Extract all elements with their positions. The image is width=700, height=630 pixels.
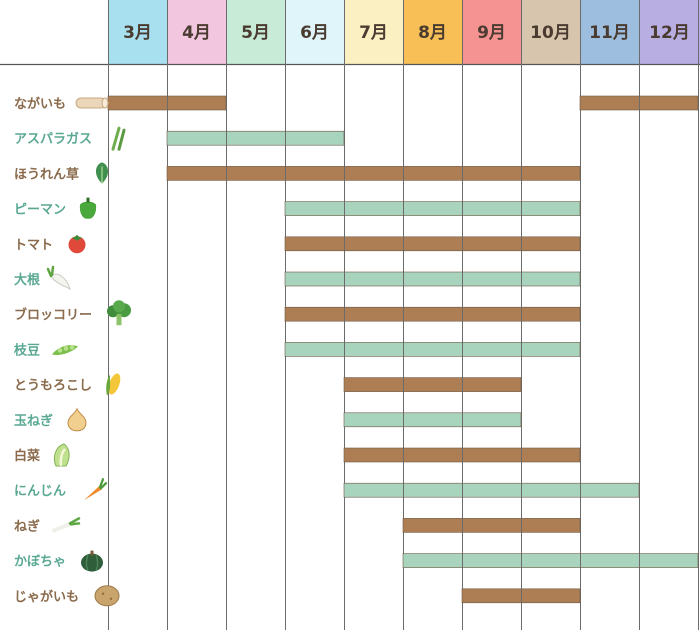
bar-daikon — [284, 271, 581, 287]
month-header-cell-7 — [344, 0, 403, 64]
corn-icon — [106, 373, 121, 396]
vegetable-label: 白菜 — [14, 448, 40, 464]
month-label-3: 3月 — [123, 23, 152, 43]
asparagus-icon — [111, 126, 126, 151]
bar-green-onion — [402, 518, 581, 533]
vegetable-icons — [46, 97, 131, 607]
month-header-cell-4 — [167, 0, 226, 64]
month-header-cell-11 — [580, 0, 639, 64]
bar-edamame — [284, 342, 581, 357]
bell-pepper-icon — [79, 197, 97, 219]
vegetable-label: にんじん — [14, 484, 66, 499]
bars — [107, 95, 699, 604]
month-header-cell-12 — [639, 0, 700, 64]
month-header-cell-10 — [521, 0, 580, 64]
onion-icon — [67, 407, 87, 432]
month-label-12: 12月 — [649, 23, 690, 43]
carrot-icon — [84, 478, 108, 501]
bar-broccoli — [284, 306, 581, 322]
potato-icon — [94, 585, 120, 607]
vegetable-label: アスパラガス — [14, 132, 92, 147]
vegetable-label: じゃがいも — [14, 589, 79, 605]
vegetable-label: ねぎ — [14, 518, 40, 534]
month-header-cell-8 — [403, 0, 462, 64]
month-header: 3月 4月 5月 6月 7月 8月 9月 10月 11月 12月 — [108, 0, 700, 64]
month-header-cell-5 — [226, 0, 285, 64]
tomato-icon — [68, 234, 86, 254]
vegetable-label: 玉ねぎ — [14, 413, 53, 429]
month-header-cell-9 — [462, 0, 521, 64]
vegetable-label: 枝豆 — [13, 342, 40, 358]
month-label-8: 8月 — [418, 23, 447, 43]
napa-cabbage-icon — [53, 443, 70, 467]
month-label-11: 11月 — [589, 23, 630, 43]
month-label-6: 6月 — [300, 23, 329, 43]
month-label-4: 4月 — [182, 23, 211, 43]
vegetable-label: ピーマン — [14, 203, 66, 218]
month-header-cell-6 — [285, 0, 344, 64]
vegetable-label: かぼちゃ — [14, 555, 66, 570]
bar-pumpkin — [402, 553, 699, 568]
bar-asparagus — [166, 130, 345, 146]
vegetable-label: トマト — [14, 238, 53, 253]
vegetable-label: 大根 — [14, 272, 41, 288]
bar-bell-pepper — [284, 201, 581, 216]
month-label-5: 5月 — [241, 23, 270, 43]
green-onion-icon — [52, 517, 81, 533]
month-label-10: 10月 — [530, 23, 571, 43]
pumpkin-icon — [81, 550, 103, 572]
edamame-icon — [52, 345, 78, 356]
month-label-7: 7月 — [359, 23, 388, 43]
month-header-cell-3 — [108, 0, 167, 64]
vegetable-labels: ながいもアスパラガスほうれん草ピーマントマト大根ブロッコリー枝豆とうもろこし玉ね… — [13, 96, 92, 605]
bar-tomato — [284, 236, 581, 252]
bar-carrot — [343, 482, 640, 498]
bar-corn — [343, 377, 522, 392]
vegetable-label: とうもろこし — [14, 379, 92, 394]
spinach-icon — [95, 162, 109, 184]
broccoli-icon — [107, 300, 131, 326]
month-label-9: 9月 — [477, 23, 506, 43]
bar-spinach — [166, 166, 581, 181]
daikon-icon — [46, 265, 71, 290]
bar-onion — [343, 412, 522, 428]
vegetable-label: ながいも — [14, 96, 66, 112]
vegetable-label: ブロッコリー — [14, 307, 92, 323]
vegetable-label: ほうれん草 — [14, 166, 79, 182]
nagaimo-icon — [75, 97, 109, 109]
